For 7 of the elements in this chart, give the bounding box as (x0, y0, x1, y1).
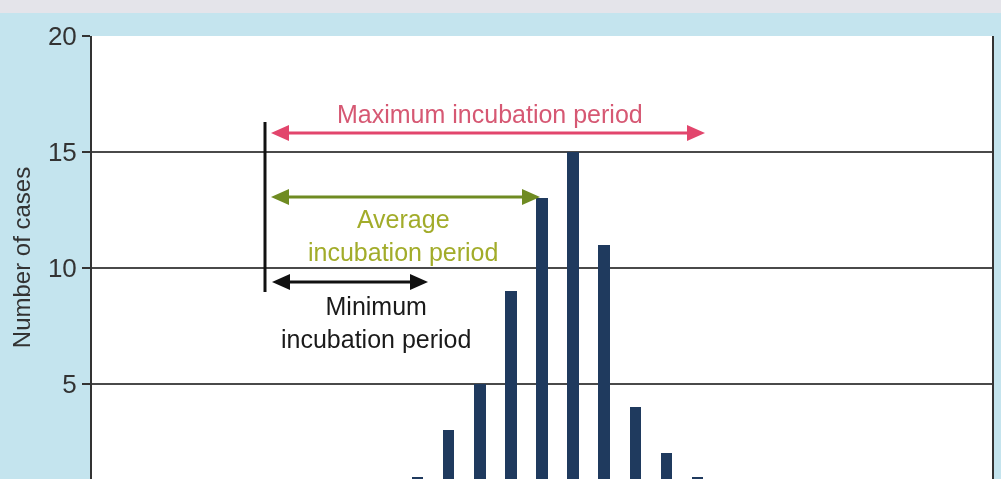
annotation: Minimum incubation period (281, 292, 472, 353)
y-axis-title: Number of cases (8, 166, 36, 349)
y-tick-label: 20 (47, 21, 77, 52)
y-tick-label: 15 (47, 137, 77, 168)
y-tick-label: 10 (47, 253, 77, 284)
y-tick-label: 5 (62, 369, 77, 400)
annotation: Maximum incubation period (337, 100, 643, 128)
